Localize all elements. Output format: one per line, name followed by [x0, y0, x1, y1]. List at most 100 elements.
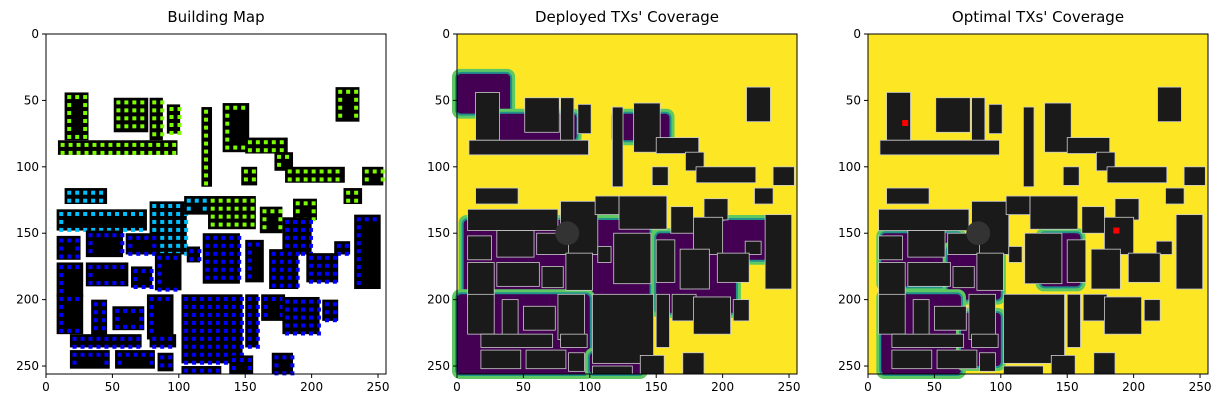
marker: [216, 360, 220, 365]
marker: [107, 211, 112, 216]
building: [639, 355, 665, 375]
marker: [255, 312, 260, 317]
marker: [93, 302, 98, 307]
marker: [293, 323, 298, 328]
marker: [204, 109, 209, 114]
marker: [247, 296, 252, 301]
marker: [293, 307, 298, 312]
marker: [204, 133, 209, 138]
marker: [189, 257, 194, 262]
marker: [100, 142, 105, 147]
marker: [72, 336, 77, 341]
marker: [133, 352, 138, 357]
marker: [160, 219, 165, 224]
building: [744, 240, 762, 255]
marker: [216, 336, 220, 341]
marker: [223, 352, 228, 357]
marker: [75, 246, 80, 251]
building: [618, 195, 668, 230]
building: [1003, 365, 1044, 375]
marker: [104, 233, 109, 238]
marker: [67, 328, 72, 333]
marker: [356, 217, 361, 222]
marker: [316, 263, 321, 268]
marker: [160, 355, 165, 360]
marker: [279, 275, 284, 280]
panel-optimal-coverage: Optimal TXs' Coverage 0 50 100 150 200 250050…: [838, 8, 1211, 394]
marker: [316, 271, 321, 276]
marker: [239, 328, 244, 333]
marker: [255, 344, 260, 349]
marker: [176, 235, 181, 240]
building: [525, 349, 567, 370]
marker: [157, 287, 162, 292]
marker: [132, 108, 137, 113]
marker: [160, 227, 165, 232]
marker: [131, 227, 135, 232]
marker: [67, 103, 72, 108]
marker: [59, 296, 64, 301]
building: [480, 349, 522, 370]
marker: [160, 243, 165, 248]
marker: [168, 355, 173, 360]
marker: [231, 336, 236, 341]
building: [1114, 198, 1140, 221]
marker: [120, 241, 125, 246]
panel-building-map: Building Map 0 50 100 150 200 250050100150200…: [16, 8, 389, 394]
building: [971, 97, 986, 141]
marker: [255, 296, 260, 301]
marker: [124, 108, 129, 113]
marker: [324, 310, 329, 315]
marker: [202, 206, 207, 211]
marker: [173, 287, 178, 292]
marker: [152, 100, 157, 105]
marker: [115, 324, 120, 329]
marker: [282, 355, 287, 360]
marker: [208, 352, 213, 357]
marker: [156, 142, 161, 147]
marker: [242, 214, 247, 219]
building: [716, 252, 750, 283]
marker: [208, 328, 213, 333]
marker: [83, 134, 88, 139]
marker: [316, 307, 321, 312]
marker: [223, 320, 228, 325]
building: [1029, 195, 1079, 230]
marker: [80, 336, 85, 341]
marker: [338, 105, 343, 110]
marker: [108, 142, 113, 147]
marker: [247, 242, 252, 247]
marker: [184, 243, 189, 248]
marker: [213, 275, 218, 280]
y-tick-label: 150: [427, 226, 450, 240]
building: [475, 187, 519, 205]
building: [592, 365, 633, 375]
marker: [165, 296, 170, 301]
marker: [287, 177, 292, 182]
marker: [332, 271, 337, 276]
marker: [156, 150, 161, 155]
marker: [226, 206, 231, 211]
marker: [247, 358, 252, 363]
marker: [213, 259, 218, 264]
building: [1104, 296, 1143, 335]
marker: [247, 304, 252, 309]
marker: [308, 315, 313, 320]
marker: [101, 326, 106, 331]
marker: [83, 103, 88, 108]
marker: [172, 150, 177, 155]
building: [501, 299, 519, 340]
marker: [243, 177, 248, 182]
marker: [311, 177, 316, 182]
marker: [83, 119, 88, 123]
marker: [311, 217, 316, 222]
marker: [112, 233, 117, 238]
marker: [216, 296, 220, 301]
marker: [285, 299, 290, 304]
marker: [285, 227, 290, 232]
marker: [301, 307, 305, 312]
marker: [255, 328, 260, 333]
marker: [184, 227, 189, 232]
marker: [285, 219, 290, 224]
marker: [116, 150, 121, 155]
